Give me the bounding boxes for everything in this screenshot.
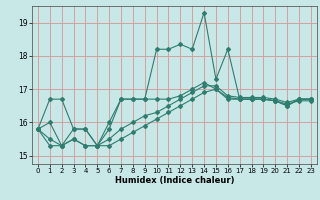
X-axis label: Humidex (Indice chaleur): Humidex (Indice chaleur) <box>115 176 234 185</box>
